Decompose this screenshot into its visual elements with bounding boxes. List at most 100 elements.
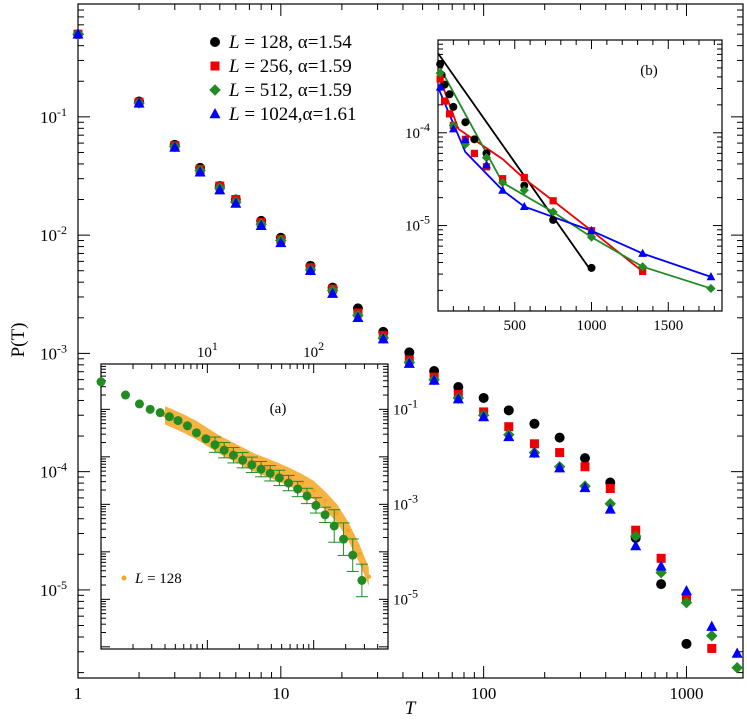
inset-b-y-tick-label: 10-4	[405, 120, 430, 142]
inset-b-x-tick-label: 1500	[653, 318, 683, 334]
main-data-point	[707, 643, 717, 653]
main-data-point	[579, 453, 590, 464]
main-data-point	[529, 418, 540, 429]
inset-b-data-point	[445, 110, 454, 118]
main-data-point	[404, 347, 415, 358]
main-xlabel: T	[405, 698, 417, 719]
inset-b-x-tick-label: 1000	[577, 318, 607, 334]
inset-a-legend-L: L	[134, 571, 143, 587]
inset-a-data-point	[256, 464, 266, 474]
inset-b-data-point	[435, 68, 445, 78]
main-legend: L = 128, α=1.54 L = 256, α=1.59 L = 512, α…	[209, 32, 356, 125]
main-x-tick-label: 10	[272, 684, 289, 703]
inset-a-legend-rest: = 128	[143, 571, 181, 587]
main-data-point	[352, 311, 364, 323]
main-data-point	[503, 430, 515, 442]
main-data-point	[327, 287, 339, 298]
inset-b-data-point	[470, 149, 478, 157]
inset-a-band-point	[322, 498, 328, 503]
main-data-point	[605, 484, 615, 494]
main-data-point	[504, 422, 514, 432]
inset-a-label: (a)	[270, 401, 287, 417]
main-x-tick-label: 1000	[669, 684, 703, 703]
legend-marker	[210, 61, 220, 71]
inset-a-data-point	[348, 550, 358, 560]
main-data-point	[656, 579, 667, 590]
legend-marker	[209, 108, 221, 119]
main-y-tick-label: 10-5	[40, 578, 67, 600]
main-data-point	[680, 596, 693, 609]
main-y-tick-label: 10-2	[40, 223, 67, 245]
inset-a-data-point	[357, 575, 367, 585]
inset-a-data-point	[191, 428, 201, 438]
inset-a-x-tick-label: 101	[197, 339, 218, 361]
main-data-point	[169, 141, 181, 152]
legend-entry: L = 512, α=1.59	[228, 80, 352, 101]
main-data-point	[529, 439, 539, 449]
inset-b-data-point	[498, 185, 508, 194]
inset-b-data-point	[498, 178, 508, 188]
inset-a-data-point	[284, 478, 294, 488]
inset-a-data-point	[219, 445, 229, 455]
inset-b-data-point	[638, 248, 648, 257]
main-data-point	[304, 264, 316, 275]
main-data-point	[503, 405, 514, 416]
main-data-point	[580, 462, 590, 472]
main-data-point	[194, 166, 206, 177]
inset-a-y-tick-label: 10-5	[393, 586, 418, 608]
inset-a-data-point	[274, 473, 284, 483]
main-data-point	[554, 462, 566, 473]
inset-a-data-point	[247, 460, 257, 470]
inset-a-data-point	[238, 455, 248, 465]
main-data-point	[214, 184, 226, 195]
main-data-point	[706, 620, 718, 631]
inset-b-data-point	[519, 185, 529, 195]
inset-b-background	[438, 40, 722, 311]
inset-b-data-point	[436, 60, 445, 69]
main-data-point	[478, 392, 489, 403]
inset-a-legend: L = 128	[121, 571, 182, 587]
inset-b-data-point	[440, 80, 449, 89]
inset-a-data-point	[320, 510, 330, 520]
inset-b-data-point	[586, 232, 597, 242]
main-data-point	[555, 448, 565, 458]
inset-a-data-point	[329, 521, 339, 531]
inset-b-data-point	[639, 267, 647, 276]
inset-b-data-point	[448, 124, 458, 133]
inset-b-x-tick-label: 500	[504, 318, 527, 334]
main-data-point	[630, 540, 642, 551]
main-data-point	[230, 197, 242, 208]
inset-a-band-point	[366, 574, 372, 579]
inset-a-data-point	[173, 416, 183, 426]
inset-b-data-point	[638, 262, 648, 272]
inset-a-background	[101, 364, 388, 649]
inset-b-data-point	[460, 139, 470, 149]
main-x-tick-label: 1	[74, 684, 83, 703]
inset-b-data-point	[481, 153, 492, 163]
main-data-point	[731, 647, 743, 658]
main-data-point	[275, 236, 287, 248]
main-data-point	[680, 584, 692, 596]
inset-b-data-point	[549, 197, 557, 205]
main-data-point	[681, 638, 692, 649]
inset-a-spread-band	[165, 406, 369, 586]
inset-a-data-point	[302, 491, 312, 501]
main-data-point	[731, 661, 743, 674]
main-ylabel: P(T)	[8, 323, 29, 358]
inset-a-y-tick-label: 10-1	[393, 396, 418, 418]
legend-entry: L = 256, α=1.59	[228, 56, 352, 77]
main-series-3	[72, 28, 743, 658]
svg-text:L = 128: L = 128	[134, 571, 182, 587]
inset-a-data-point	[228, 450, 238, 460]
inset-a-legend-marker	[121, 575, 127, 581]
main-data-point	[133, 97, 145, 108]
main-data-point	[452, 393, 464, 404]
main-data-point	[656, 553, 666, 563]
inset-b-data-point	[482, 160, 491, 169]
main-data-point	[428, 374, 440, 385]
legend-entry: L = 1024,α=1.61	[228, 104, 356, 125]
inset-b-data-point	[706, 272, 716, 281]
inset-a-data-point	[155, 408, 165, 418]
main-data-point	[528, 447, 540, 458]
inset-a-data-point	[96, 377, 106, 387]
